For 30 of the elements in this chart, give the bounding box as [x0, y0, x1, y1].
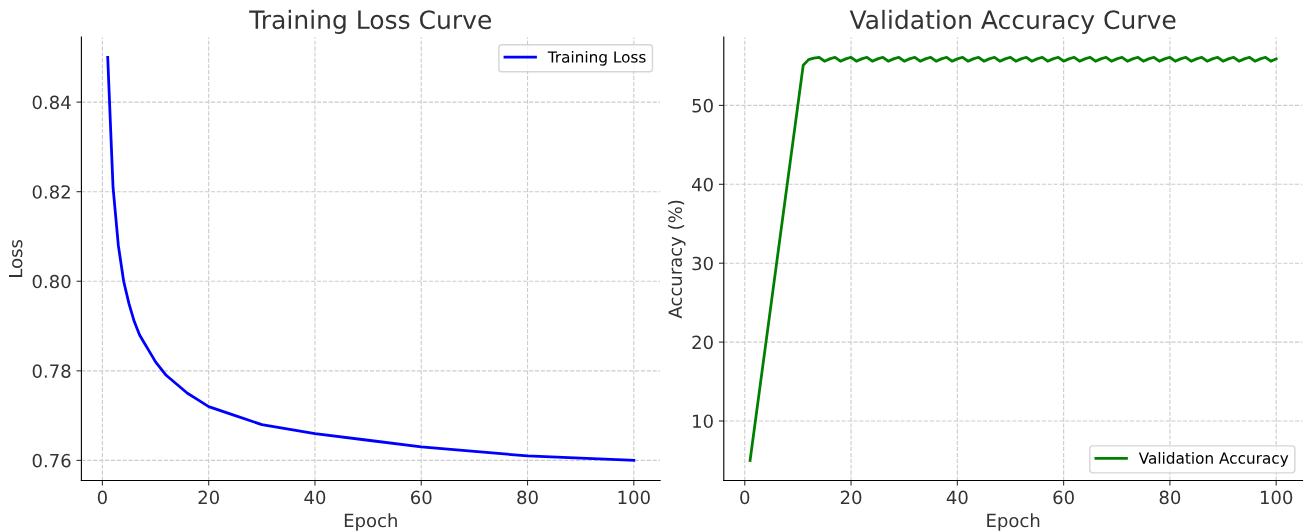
y-tick-label: 0.76: [32, 453, 71, 468]
x-tick-label: 40: [946, 490, 968, 505]
x-tick-label: 80: [1159, 490, 1181, 505]
x-axis-title: Epoch: [987, 513, 1040, 531]
x-axis-title: Epoch: [344, 513, 397, 531]
y-tick-label: 20: [692, 335, 713, 350]
x-tick-label: 20: [198, 490, 219, 505]
y-tick-label: 10: [693, 414, 713, 429]
y-tick-label: 0.80: [32, 274, 71, 289]
y-tick-label: 0.78: [32, 364, 71, 378]
y-tick-label: 0.82: [32, 185, 70, 199]
x-tick-label: 20: [840, 490, 862, 505]
x-tick-label: 40: [304, 490, 326, 505]
x-tick-label: 80: [517, 490, 538, 505]
x-tick-label: 60: [411, 490, 432, 505]
y-tick-label: 40: [691, 177, 713, 192]
x-tick-label: 0: [740, 490, 750, 505]
chart-title: Validation Accuracy Curve: [849, 9, 1176, 35]
y-axis-title: Loss: [9, 239, 23, 277]
y-tick-label: 50: [692, 98, 713, 113]
x-tick-label: 0: [97, 490, 107, 505]
chart-title: Training Loss Curve: [249, 9, 491, 35]
y-tick-label: 0.84: [32, 95, 71, 110]
x-tick-label: 100: [618, 490, 650, 505]
x-tick-label: 100: [1260, 490, 1293, 505]
y-axis-title: Accuracy (%): [668, 200, 686, 319]
legend-label: Validation Accuracy: [1138, 452, 1289, 467]
y-tick-label: 30: [692, 256, 713, 271]
legend-label: Training Loss: [547, 50, 646, 66]
x-tick-label: 60: [1053, 490, 1074, 505]
